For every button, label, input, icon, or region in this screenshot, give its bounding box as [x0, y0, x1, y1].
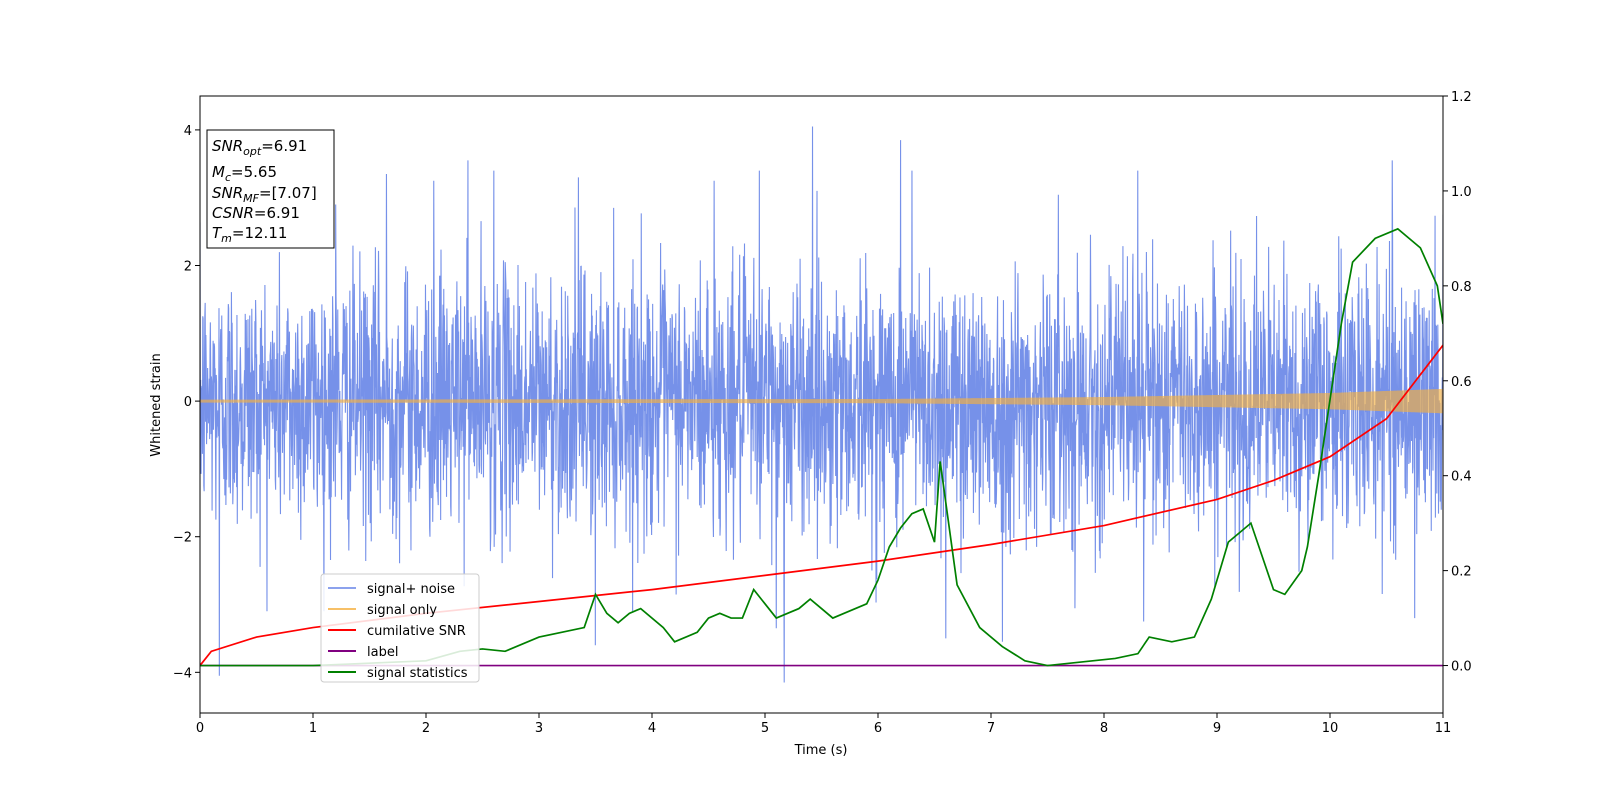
cumilative-snr-line [200, 344, 1443, 667]
y-axis-label: Whitened strain [149, 353, 164, 456]
legend-label: label [367, 645, 398, 660]
csnr-value: =6.91 [254, 204, 300, 222]
mc-sub: c [225, 171, 231, 184]
mc-main: M [212, 163, 225, 181]
annotation-snr-mf: SNRMF=[7.07] [212, 184, 317, 205]
right-y-tick-label: 1.0 [1451, 185, 1472, 200]
legend: signal+ noise signal only cumilative SNR la… [320, 573, 480, 683]
legend-frame [320, 573, 480, 683]
right-y-tick-label: 0.2 [1451, 565, 1472, 580]
x-tick-label: 3 [535, 721, 543, 736]
x-tick-label: 0 [196, 721, 204, 736]
annotation-box: SNRopt=6.91 Mc=5.65 SNRMF=[7.07] CSNR=6.… [206, 129, 335, 249]
mc-value: =5.65 [231, 163, 277, 181]
snr-opt-value: =6.91 [261, 137, 307, 155]
signal-only-line [200, 388, 1443, 414]
left-y-tick-label: 4 [184, 124, 192, 139]
left-y-tick-label: 2 [184, 260, 192, 275]
left-y-tick-label: −4 [173, 666, 192, 681]
x-tick-label: 10 [1322, 721, 1339, 736]
signal-statistics-line [200, 227, 1443, 667]
right-y-axis-ticks: 0.0 0.2 0.4 0.6 0.8 1.0 1.2 [1443, 90, 1472, 675]
annotation-snr-opt: SNRopt=6.91 [212, 137, 307, 158]
tm-sub: m [221, 232, 232, 245]
right-y-tick-label: 1.2 [1451, 90, 1472, 105]
annotation-mc: Mc=5.65 [212, 163, 277, 184]
annotation-tm: Tm=12.11 [212, 224, 287, 245]
right-y-tick-label: 0.6 [1451, 375, 1472, 390]
snr-mf-value: =[7.07] [259, 184, 317, 202]
annotation-csnr: CSNR=6.91 [212, 204, 300, 222]
right-y-tick-label: 0.8 [1451, 280, 1472, 295]
snr-mf-sub: MF [243, 192, 259, 205]
x-axis-ticks: 0 1 2 3 4 5 6 7 8 9 10 11 [196, 713, 1451, 736]
annotation-frame [206, 129, 335, 249]
csnr-main: CSNR [212, 204, 254, 222]
left-y-tick-label: 0 [184, 395, 192, 410]
x-tick-label: 11 [1435, 721, 1452, 736]
x-tick-label: 9 [1213, 721, 1221, 736]
right-y-tick-label: 0.0 [1451, 660, 1472, 675]
x-axis-label: Time (s) [794, 743, 848, 758]
legend-label: signal statistics [367, 666, 468, 681]
snr-opt-sub: opt [243, 145, 262, 158]
left-y-tick-label: −2 [173, 531, 192, 546]
x-tick-label: 2 [422, 721, 430, 736]
left-y-axis-ticks: −4 −2 0 2 4 [173, 124, 200, 681]
x-tick-label: 4 [648, 721, 656, 736]
right-y-tick-label: 0.4 [1451, 470, 1472, 485]
plot-frame [199, 95, 1444, 714]
legend-label: cumilative SNR [367, 624, 466, 639]
tm-main: T [212, 224, 223, 242]
snr-opt-main: SNR [212, 137, 243, 155]
x-tick-label: 8 [1100, 721, 1108, 736]
legend-label: signal+ noise [367, 582, 455, 597]
snr-mf-main: SNR [212, 184, 243, 202]
signal-only-series [200, 388, 1443, 414]
signal-noise-line [200, 126, 1443, 683]
x-tick-label: 1 [309, 721, 317, 736]
x-tick-label: 7 [987, 721, 995, 736]
legend-label: signal only [367, 603, 437, 618]
x-tick-label: 6 [874, 721, 882, 736]
tm-value: =12.11 [232, 224, 288, 242]
signal-noise-series [200, 126, 1443, 683]
x-tick-label: 5 [761, 721, 769, 736]
